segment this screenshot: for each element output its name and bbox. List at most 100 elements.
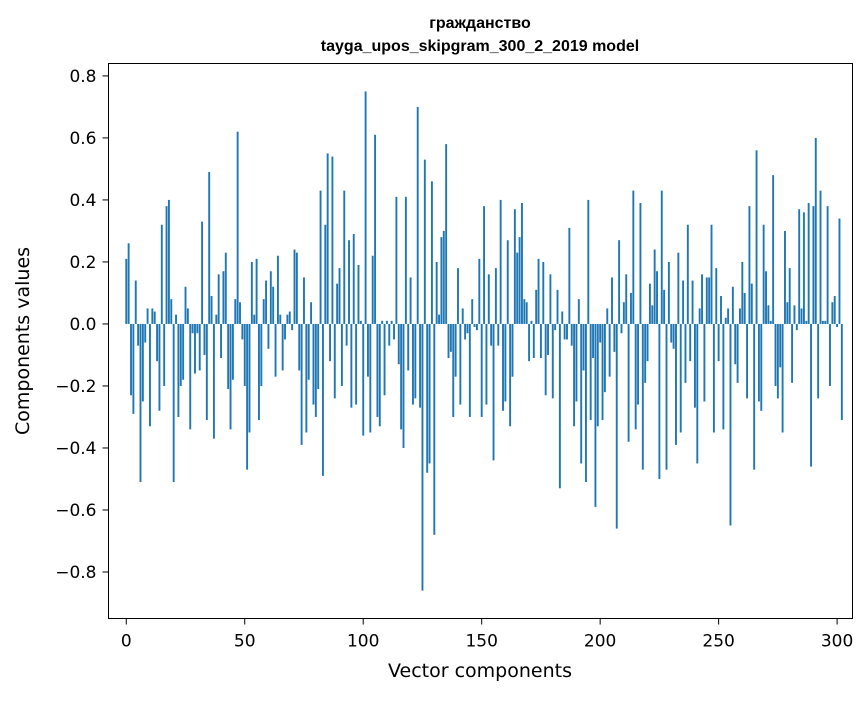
bar-component-118 <box>404 196 407 324</box>
bar-component-271 <box>767 305 770 324</box>
bar-component-199 <box>596 323 599 427</box>
bar-component-75 <box>303 277 305 324</box>
bar-component-151 <box>483 206 486 324</box>
bar-component-57 <box>260 323 263 386</box>
bar-component-172 <box>532 323 535 359</box>
bar-component-294 <box>821 320 824 324</box>
bar-component-130 <box>433 323 436 535</box>
bar-component-207 <box>615 323 618 529</box>
bar-component-213 <box>630 292 632 324</box>
bar-component-12 <box>153 311 156 324</box>
bar-component-211 <box>625 274 628 324</box>
bar-component-63 <box>274 323 277 377</box>
bar-component-104 <box>371 255 374 324</box>
bar-component-227 <box>663 289 666 324</box>
x-tick-label: 250 <box>702 632 734 652</box>
bar-component-230 <box>670 323 673 343</box>
bar-component-208 <box>618 240 621 324</box>
bar-component-300 <box>836 323 839 328</box>
bar-component-147 <box>473 323 476 328</box>
bar-component-143 <box>464 323 467 340</box>
bar-component-287 <box>805 320 808 324</box>
bar-component-272 <box>769 320 772 324</box>
bar-component-156 <box>494 268 497 324</box>
bar-component-260 <box>741 261 744 324</box>
bar-component-3 <box>132 323 135 414</box>
bar-component-197 <box>592 323 594 359</box>
bar-component-44 <box>229 323 232 430</box>
bar-component-10 <box>149 323 151 427</box>
bar-component-180 <box>551 323 554 399</box>
bar-component-185 <box>563 323 566 340</box>
bar-component-141 <box>459 323 462 405</box>
bar-component-240 <box>693 323 696 408</box>
bar-component-286 <box>802 212 805 324</box>
bar-component-196 <box>589 323 592 421</box>
bar-component-94 <box>348 240 350 324</box>
bar-component-9 <box>146 308 149 324</box>
bar-component-62 <box>272 286 275 324</box>
y-tick-label: 0.2 <box>69 253 96 273</box>
bar-component-246 <box>708 277 711 324</box>
bar-component-223 <box>653 249 656 324</box>
bar-component-83 <box>321 323 324 476</box>
bar-component-60 <box>267 323 270 349</box>
bar-component-242 <box>698 308 701 324</box>
bar-component-167 <box>521 203 523 324</box>
bar-component-123 <box>416 106 419 324</box>
bar-component-95 <box>350 323 353 408</box>
bar-component-28 <box>191 323 194 334</box>
bar-component-21 <box>175 314 177 324</box>
bar-component-33 <box>203 323 206 355</box>
bar-component-255 <box>729 323 732 526</box>
bar-component-111 <box>388 323 391 346</box>
bar-component-129 <box>430 181 433 324</box>
bar-component-231 <box>672 323 675 349</box>
bar-component-257 <box>734 323 737 365</box>
bar-component-280 <box>788 268 791 324</box>
bar-component-34 <box>205 323 208 421</box>
bar-component-5 <box>137 323 140 346</box>
bar-component-285 <box>800 308 803 324</box>
bar-component-121 <box>412 323 414 405</box>
plot-area-frame <box>108 63 853 619</box>
bar-component-220 <box>646 323 649 362</box>
bar-component-288 <box>807 203 810 324</box>
bar-component-217 <box>639 203 642 324</box>
bar-component-26 <box>186 308 189 324</box>
bar-component-97 <box>355 323 358 405</box>
bar-component-244 <box>703 323 706 402</box>
y-axis-label: Components values <box>12 247 34 435</box>
bar-component-170 <box>528 323 531 362</box>
bar-component-264 <box>750 283 753 324</box>
bar-component-7 <box>141 323 144 402</box>
bar-component-125 <box>421 323 424 591</box>
bar-component-49 <box>241 323 244 340</box>
bar-component-259 <box>739 308 741 324</box>
bar-series <box>125 91 843 591</box>
bar-component-200 <box>599 323 602 343</box>
y-tick-label: −0.6 <box>55 501 96 521</box>
bar-component-22 <box>177 323 180 417</box>
bar-component-61 <box>269 271 272 324</box>
bar-component-79 <box>312 323 315 405</box>
bar-component-237 <box>686 224 689 324</box>
bar-component-277 <box>781 323 784 433</box>
bar-component-148 <box>476 323 478 331</box>
bar-component-198 <box>594 323 597 507</box>
bar-component-261 <box>743 292 746 324</box>
bar-component-17 <box>165 206 168 324</box>
bar-component-284 <box>798 209 801 324</box>
bar-component-76 <box>305 323 308 433</box>
bar-component-90 <box>338 268 341 324</box>
bar-component-193 <box>582 323 585 371</box>
bar-component-243 <box>701 274 703 324</box>
bar-component-92 <box>343 190 346 324</box>
bar-component-35 <box>208 172 211 324</box>
chart-subtitle: tayga_upos_skipgram_300_2_2019 model <box>321 38 639 55</box>
bar-component-290 <box>812 206 815 324</box>
bar-component-173 <box>535 289 538 324</box>
bar-component-279 <box>786 302 789 324</box>
bar-component-116 <box>400 323 403 430</box>
bar-component-105 <box>374 134 377 324</box>
